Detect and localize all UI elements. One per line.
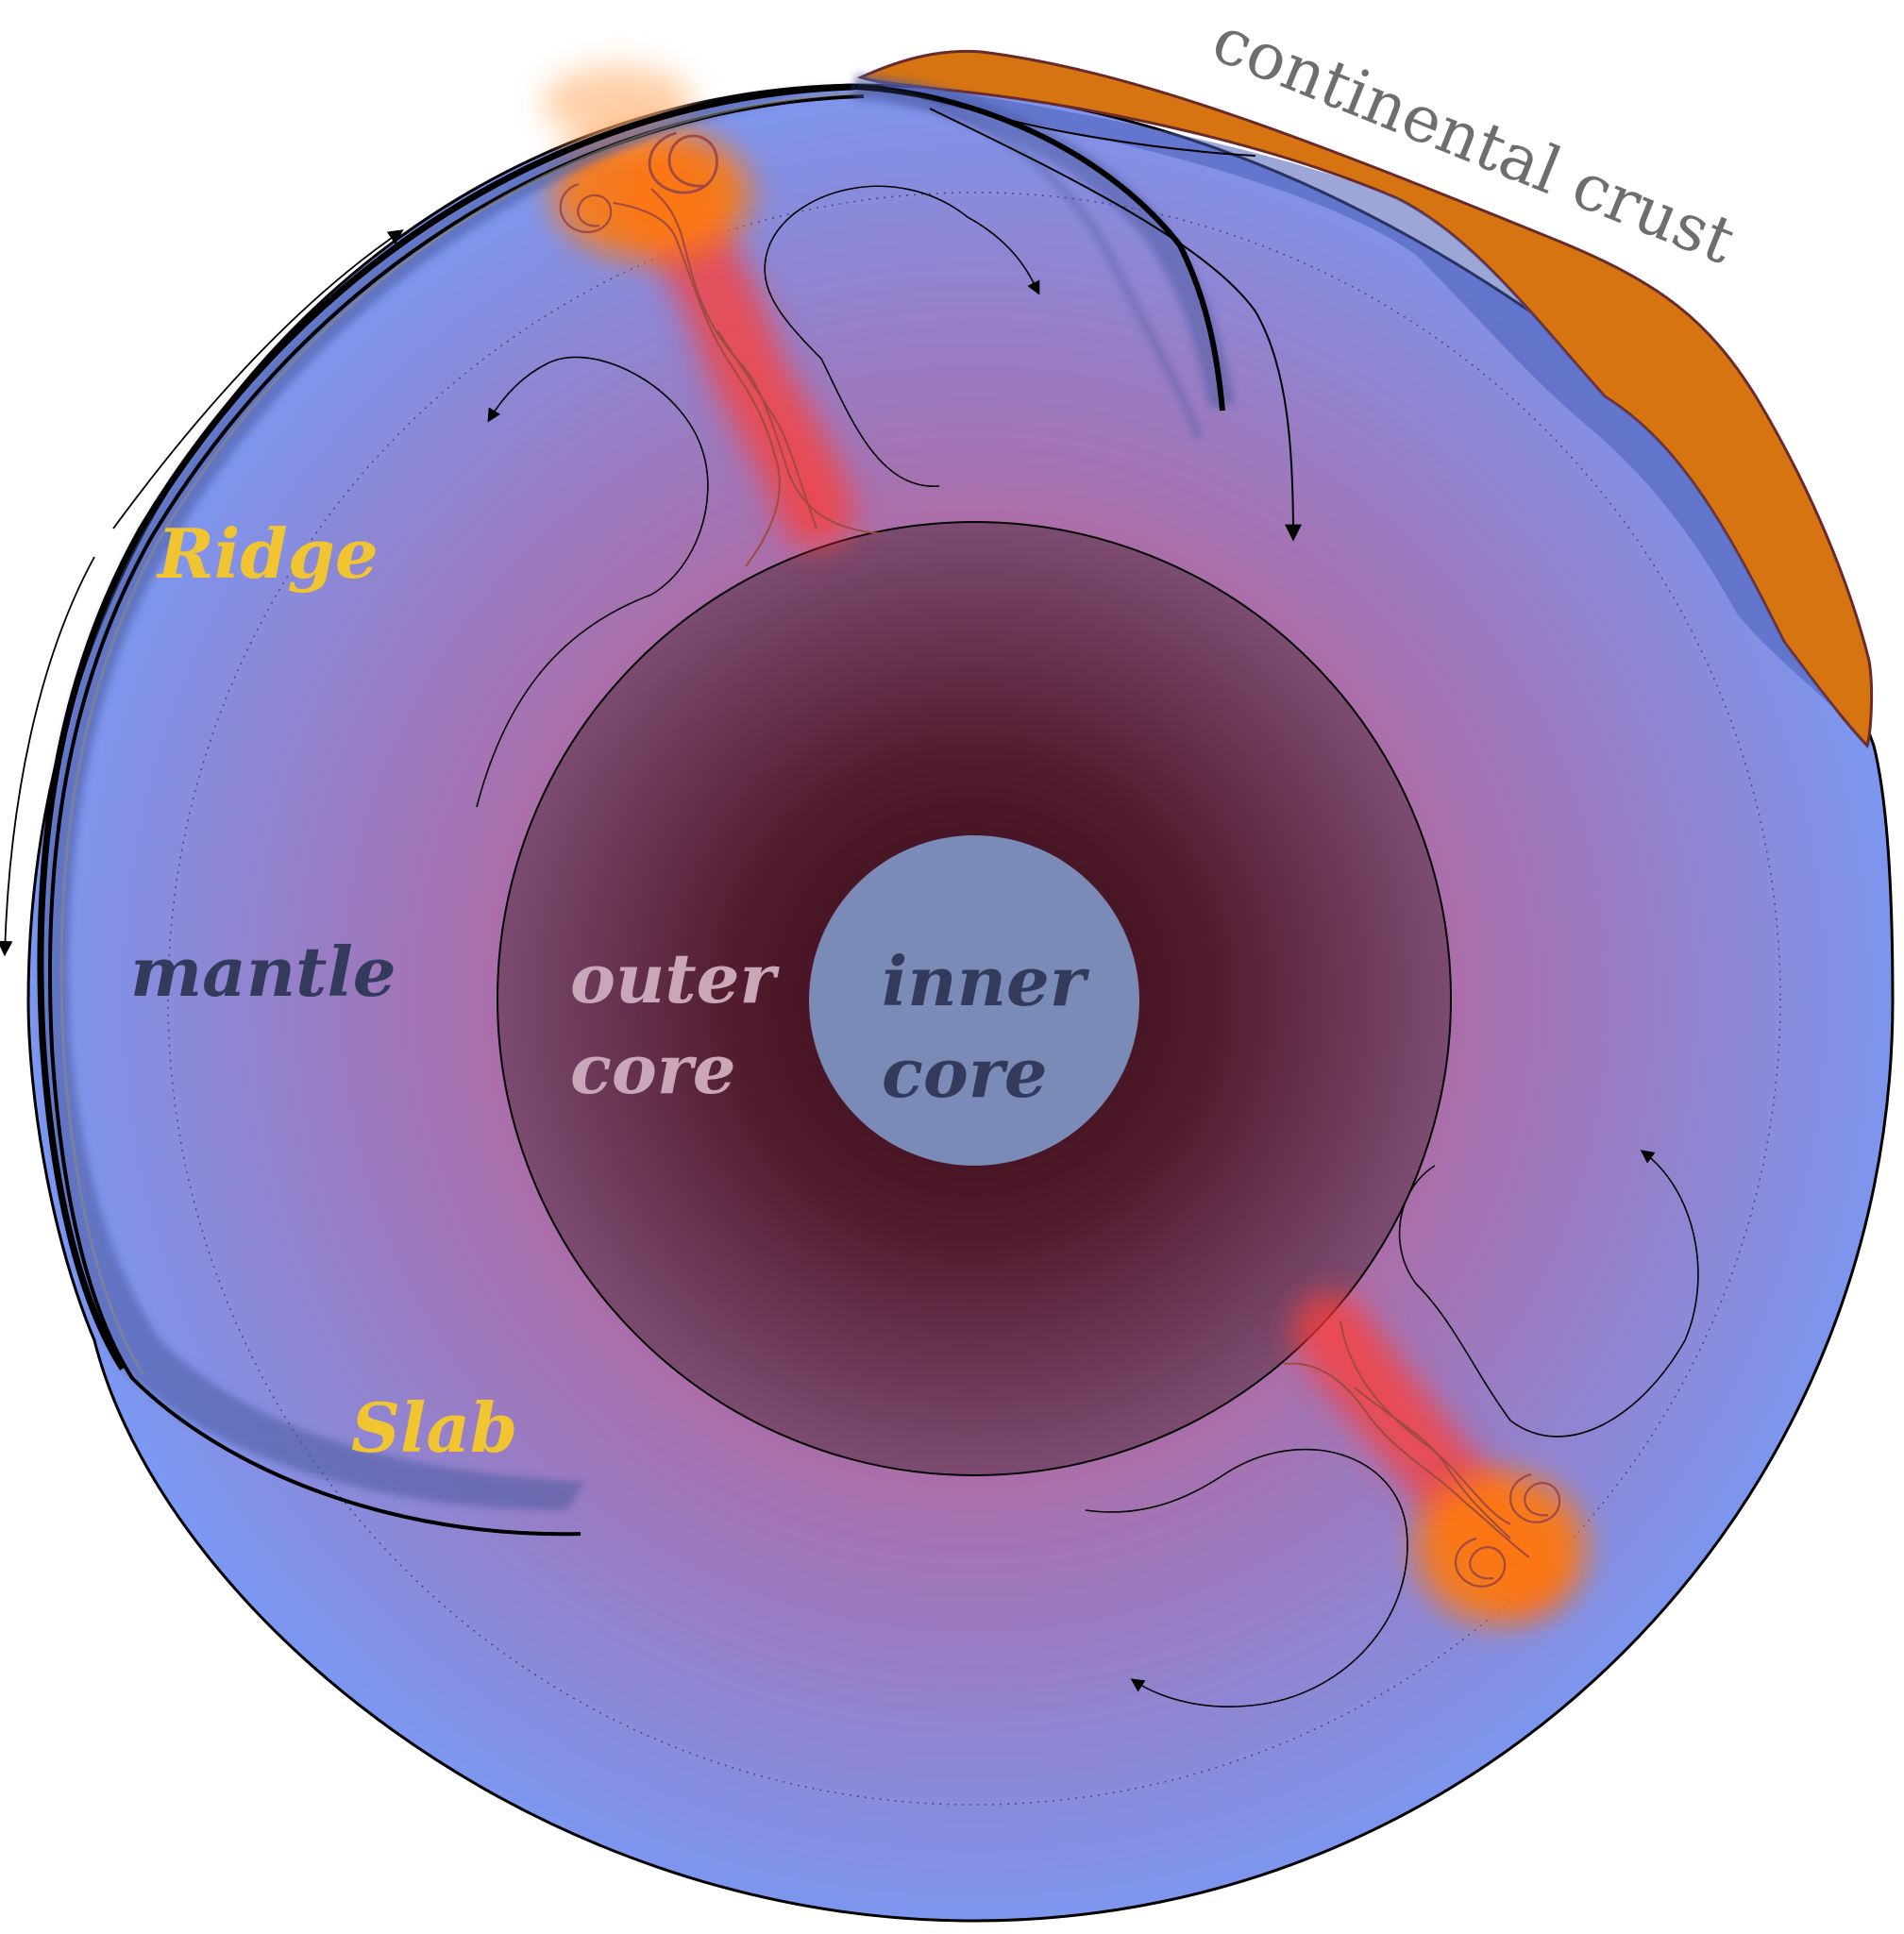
inner-core <box>809 835 1139 1166</box>
subducting-plate-continent <box>853 74 1302 542</box>
swirl-icon <box>648 131 718 194</box>
flow-arrow-icon <box>476 356 709 808</box>
flow-arrow-icon <box>764 185 1040 487</box>
outer-core-label-line1: outer <box>570 938 780 1018</box>
flow-arrow-icon <box>1398 1150 1699 1438</box>
mantle-plume-lower <box>1283 1293 1586 1623</box>
swirl-icon <box>1508 1472 1561 1523</box>
swirl-icon <box>1454 1537 1507 1588</box>
continental-lithosphere <box>861 77 1867 746</box>
continental-crust-shape <box>856 49 1874 749</box>
swirl-icon <box>559 182 613 233</box>
mantle-label: mantle <box>130 932 396 1012</box>
slab-label: Slab <box>351 1387 517 1468</box>
transition-zone-dotted-circle <box>167 192 1781 1806</box>
outer-core-label-line2: core <box>570 1029 736 1109</box>
flow-arrow-icon <box>112 229 404 530</box>
subducting-slab <box>37 83 876 1537</box>
flow-arrow-icon <box>1085 1448 1408 1707</box>
ridge-label: Ridge <box>156 513 379 594</box>
flow-arrow-icon <box>0 556 95 957</box>
inner-core-label-line2: core <box>882 1033 1048 1113</box>
inner-core-label-line1: inner <box>882 941 1090 1021</box>
